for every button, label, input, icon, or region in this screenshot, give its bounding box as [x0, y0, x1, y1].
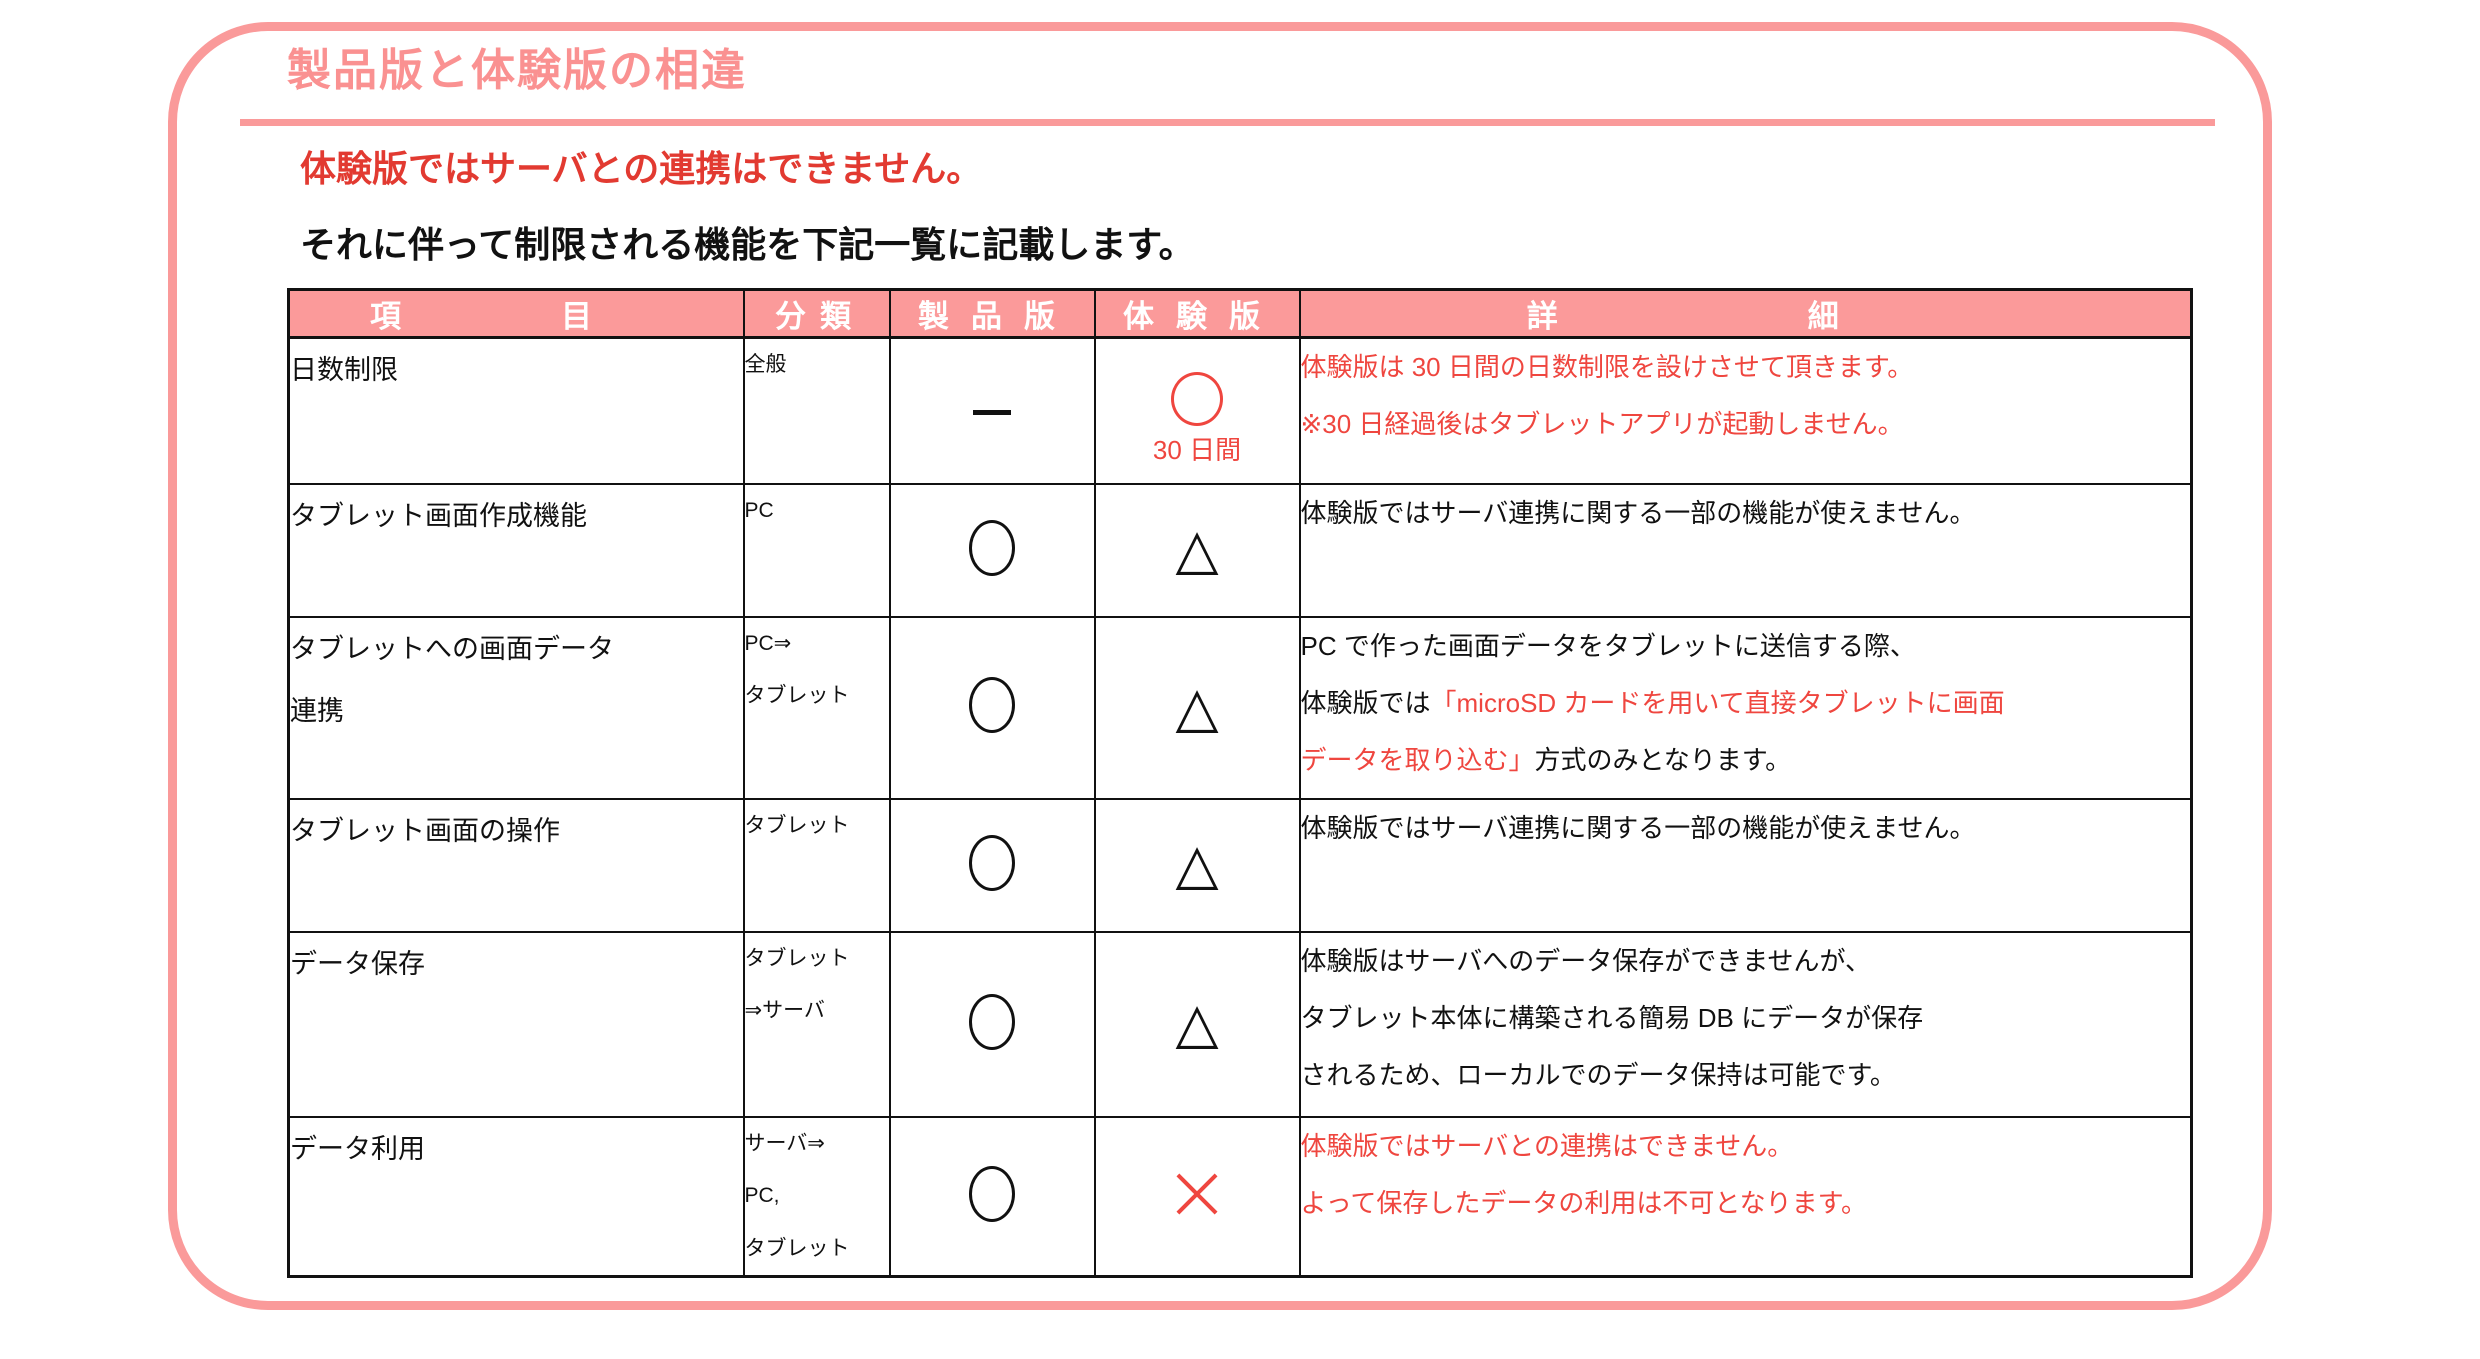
intro-description-text: それに伴って制限される機能を下記一覧に記載します。 [300, 225, 1195, 265]
circle-icon [969, 677, 1015, 733]
category-cell: サーバ⇒ PC, タブレット [742, 1115, 891, 1278]
table-header: 項目 分類 製品版 体験版 詳細 [287, 288, 2193, 339]
detail-line: タブレット本体に構築される簡易 DB にデータが保存 [1300, 1002, 1924, 1033]
product-symbol-cell [888, 930, 1096, 1118]
trial-days-label: 30 日間 [1152, 435, 1242, 466]
detail-cell: 体験版ではサーバとの連携はできません。よって保存したデータの利用は不可となります… [1298, 1115, 2193, 1278]
comparison-table: 項目 分類 製品版 体験版 詳細 日数制限 全般 30 日間 体験版は 30 日… [287, 288, 2193, 1278]
dash-icon [973, 409, 1011, 415]
red-circle-icon [1171, 372, 1223, 427]
rounded-border-frame [168, 22, 2272, 1310]
trial-symbol-cell: △ [1093, 930, 1301, 1118]
product-symbol-cell [888, 797, 1096, 933]
trial-symbol-cell: 30 日間 [1093, 336, 1301, 485]
detail-line: よって保存したデータの利用は不可となります。 [1300, 1187, 1868, 1218]
circle-icon [969, 1165, 1015, 1222]
triangle-icon: △ [1175, 832, 1219, 897]
detail-line: 体験版では「microSD カードを用いて直接タブレットに画面 [1300, 687, 2005, 718]
product-symbol-cell [888, 1115, 1096, 1278]
title-divider-line [240, 119, 2215, 126]
detail-line: 体験版ではサーバとの連携はできません。 [1300, 1130, 1794, 1161]
detail-line: ※30 日経過後はタブレットアプリが起動しません。 [1300, 409, 1904, 440]
category-cell: PC [742, 482, 891, 618]
trial-30days-stack: 30 日間 [1096, 372, 1299, 467]
table-row-screen-create: タブレット画面作成機能 PC △ 体験版ではサーバ連携に関する一部の機能が使えま… [287, 482, 2193, 618]
header-detail: 詳細 [1298, 288, 2193, 339]
item-cell: タブレット画面の操作 [287, 797, 745, 933]
item-cell: タブレットへの画面データ 連携 [287, 615, 745, 800]
item-cell: 日数制限 [287, 336, 745, 485]
detail-line: 体験版ではサーバ連携に関する一部の機能が使えません。 [1300, 812, 1976, 843]
detail-cell: 体験版ではサーバ連携に関する一部の機能が使えません。 [1298, 482, 2193, 618]
table-row-data-use: データ利用 サーバ⇒ PC, タブレット 体験版ではサーバとの連携はできません。… [287, 1115, 2193, 1278]
category-cell: タブレット ⇒サーバ [742, 930, 891, 1118]
header-row: 項目 分類 製品版 体験版 詳細 [287, 288, 2193, 339]
circle-icon [969, 834, 1015, 891]
product-symbol-cell [888, 615, 1096, 800]
product-symbol-cell [888, 336, 1096, 485]
item-cell: データ保存 [287, 930, 745, 1118]
detail-cell: 体験版ではサーバ連携に関する一部の機能が使えません。 [1298, 797, 2193, 933]
cross-icon [1172, 1169, 1222, 1219]
detail-cell: PC で作った画面データをタブレットに送信する際、体験版では「microSD カ… [1298, 615, 2193, 800]
circle-icon [969, 519, 1015, 576]
category-cell: 全般 [742, 336, 891, 485]
triangle-icon: △ [1175, 517, 1219, 582]
detail-cell: 体験版は 30 日間の日数制限を設けさせて頂きます。 ※30 日経過後はタブレット… [1298, 336, 2193, 485]
trial-symbol-cell: △ [1093, 615, 1301, 800]
detail-line: 体験版ではサーバ連携に関する一部の機能が使えません。 [1300, 497, 1976, 528]
trial-symbol-cell: △ [1093, 482, 1301, 618]
table-row-screen-operation: タブレット画面の操作 タブレット △ 体験版ではサーバ連携に関する一部の機能が使… [287, 797, 2193, 933]
table-row-data-save: データ保存 タブレット ⇒サーバ △ 体験版はサーバへのデータ保存ができませんが… [287, 930, 2193, 1118]
intro-warning-text: 体験版ではサーバとの連携はできません。 [300, 149, 983, 189]
header-category: 分類 [742, 288, 891, 339]
table-row-day-limit: 日数制限 全般 30 日間 体験版は 30 日間の日数制限を設けさせて頂きます。… [287, 336, 2193, 485]
detail-line: PC で作った画面データをタブレットに送信する際、 [1300, 630, 1916, 661]
detail-line: されるため、ローカルでのデータ保持は可能です。 [1300, 1059, 1896, 1090]
triangle-icon: △ [1175, 674, 1219, 740]
category-cell: PC⇒ タブレット [742, 615, 891, 800]
detail-cell: 体験版はサーバへのデータ保存ができませんが、タブレット本体に構築される簡易 DB… [1298, 930, 2193, 1118]
detail-line: データを取り込む」方式のみとなります。 [1300, 744, 1792, 775]
item-cell: タブレット画面作成機能 [287, 482, 745, 618]
trial-symbol-cell: △ [1093, 797, 1301, 933]
header-product: 製品版 [888, 288, 1096, 339]
page-title: 製品版と体験版の相違 [287, 46, 747, 95]
product-symbol-cell [888, 482, 1096, 618]
item-cell: データ利用 [287, 1115, 745, 1278]
header-item: 項目 [287, 288, 745, 339]
trial-symbol-cell [1093, 1115, 1301, 1278]
circle-icon [969, 993, 1015, 1050]
table-row-screen-transfer: タブレットへの画面データ 連携 PC⇒ タブレット △ PC で作った画面データ… [287, 615, 2193, 800]
detail-line: 体験版は 30 日間の日数制限を設けさせて頂きます。 [1300, 352, 1914, 382]
triangle-icon: △ [1175, 991, 1219, 1056]
detail-line: 体験版はサーバへのデータ保存ができませんが、 [1300, 945, 1871, 976]
header-trial: 体験版 [1093, 288, 1301, 339]
category-cell: タブレット [742, 797, 891, 933]
